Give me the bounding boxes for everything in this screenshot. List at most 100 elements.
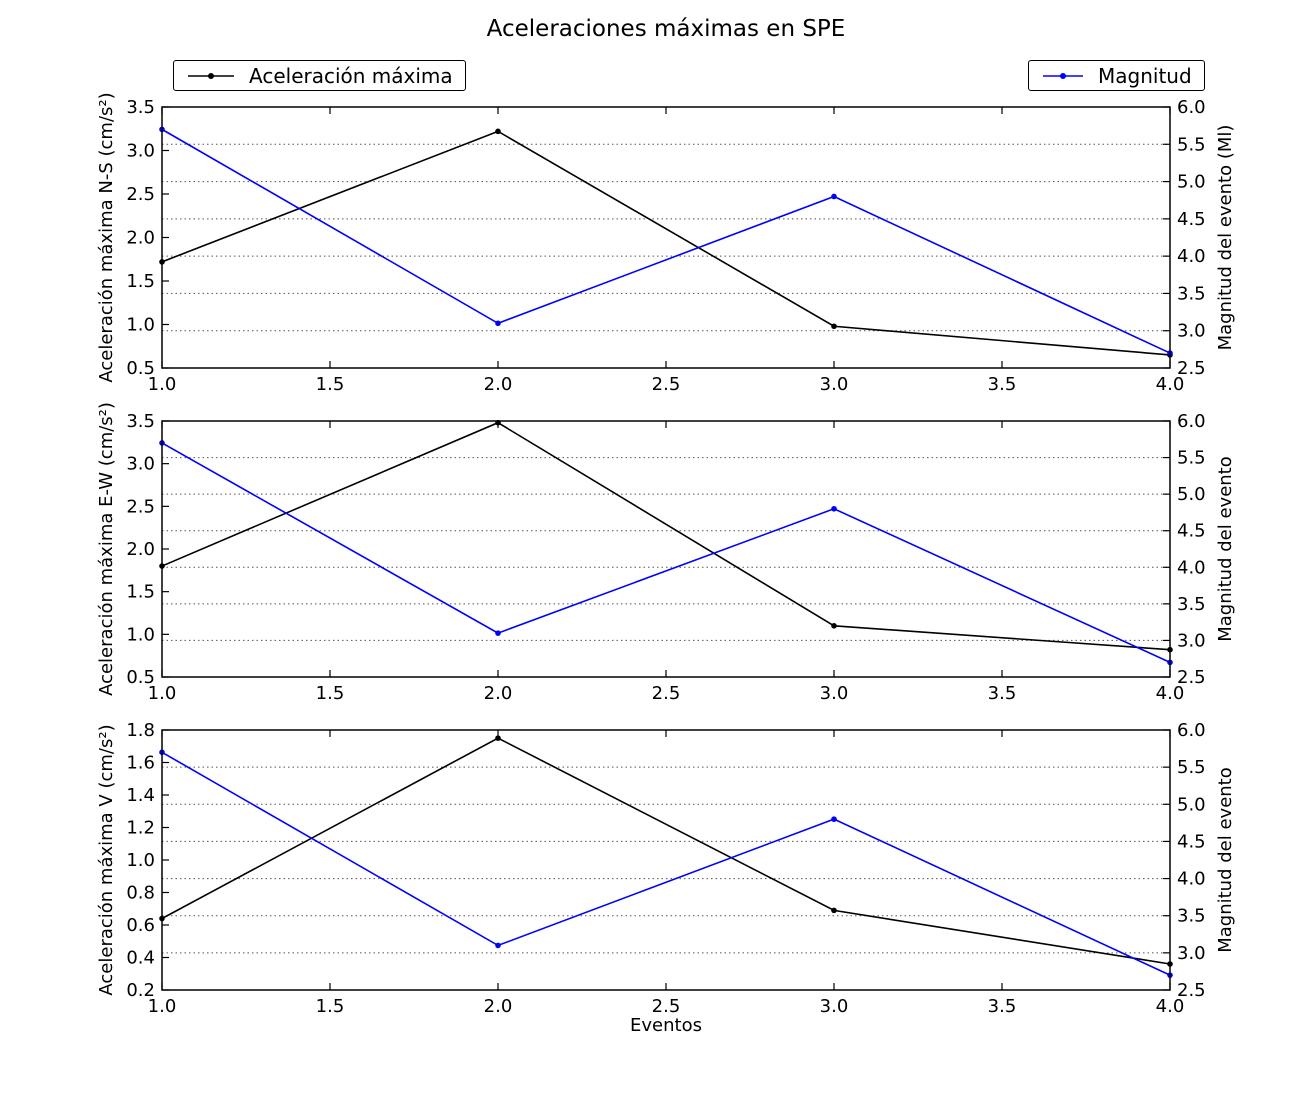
y-axis-label-right: Magnitud del evento (Ml) — [1215, 125, 1236, 351]
x-tick-label: 1.0 — [148, 996, 177, 1017]
x-tick-label: 3.5 — [988, 996, 1017, 1017]
magnitude-marker — [495, 320, 501, 327]
y-tick-label-right: 2.5 — [1177, 358, 1206, 379]
y-tick-label-right: 6.0 — [1177, 411, 1206, 432]
x-tick-label: 3.0 — [820, 374, 849, 395]
y-tick-label-right: 6.0 — [1177, 720, 1206, 741]
magnitude-line — [161, 128, 1171, 354]
y-tick-label-right: 5.0 — [1177, 172, 1206, 193]
x-tick-label: 2.0 — [484, 996, 513, 1017]
magnitude-marker — [831, 816, 837, 822]
y-axis-label-left: Aceleración máxima N-S (cm/s²) — [96, 92, 117, 382]
plot-frame — [161, 106, 1171, 369]
y-tick-label-left: 1.4 — [126, 785, 155, 806]
subplot-v: 1.0 1.5 2.0 2.5 3.0 3.5 4.0 0.2 0.4 0.6 0.8 1.0 1.2 1… — [96, 720, 1236, 1017]
y-tick-label-left: 0.8 — [126, 883, 155, 904]
y-tick-label-right: 4.0 — [1177, 246, 1206, 267]
chart-title: Aceleraciones máximas en SPE — [486, 16, 846, 42]
y-tick-label-left: 0.6 — [126, 915, 155, 936]
y-tick-label-left: 1.5 — [126, 271, 155, 292]
y-tick-label-right: 5.0 — [1177, 794, 1206, 815]
y-tick-label-right: 3.5 — [1177, 283, 1206, 304]
magnitude-marker — [495, 942, 501, 949]
acceleration-marker — [831, 907, 837, 914]
legend-magnitude-sample — [1043, 72, 1083, 79]
acceleration-line — [161, 130, 1171, 356]
y-tick-label-left: 1.0 — [126, 315, 155, 336]
x-tick-label: 3.5 — [988, 374, 1017, 395]
y-tick-label-right: 3.0 — [1177, 943, 1206, 964]
y-tick-label-left: 1.6 — [126, 753, 155, 774]
y-tick-label-right: 4.0 — [1177, 557, 1206, 578]
legend-magnitude-label: Magnitud — [1098, 63, 1192, 88]
y-tick-label-left: 2.0 — [126, 228, 155, 249]
y-tick-label-left: 1.2 — [126, 818, 155, 839]
y-tick-label-left: 1.8 — [126, 720, 155, 741]
y-tick-label-left: 2.5 — [126, 184, 155, 205]
magnitude-line — [161, 751, 1171, 976]
y-tick-label-left: 3.0 — [126, 141, 155, 162]
magnitude-marker — [495, 630, 501, 636]
y-tick-label-left: 1.0 — [126, 850, 155, 871]
y-tick-label-right: 4.5 — [1177, 831, 1206, 852]
x-tick-label: 4.0 — [1156, 374, 1185, 395]
x-tick-label: 1.5 — [316, 996, 345, 1017]
subplot-ew: 1.0 1.5 2.0 2.5 3.0 3.5 4.00.51.01.52.02.53.03… — [96, 402, 1236, 704]
x-tick-label: 3.0 — [820, 996, 849, 1017]
y-tick-label-left: 0.5 — [126, 358, 155, 379]
y-axis-label-left: Aceleración máxima E-W (cm/s²) — [96, 402, 117, 696]
y-tick-label-right: 2.5 — [1177, 980, 1206, 1001]
x-tick-label: 2.0 — [484, 374, 513, 395]
y-axis-label-right: Magnitud del evento — [1215, 767, 1236, 953]
y-tick-label-right: 3.5 — [1177, 594, 1206, 615]
subplot-ns: 1.0 1.5 2.0 2.5 3.0 3.5 4.00.51.01.52.02.53.03… — [96, 92, 1236, 395]
x-tick-label: 2.5 — [652, 683, 681, 704]
y-tick-label-right: 2.5 — [1177, 667, 1206, 688]
plot-frame — [161, 729, 1171, 991]
x-axis-label: Eventos — [630, 1015, 702, 1036]
y-tick-label-left: 3.0 — [126, 454, 155, 475]
y-tick-label-left: 3.5 — [126, 411, 155, 432]
legend-magnitude: Magnitud — [1028, 60, 1205, 91]
legend-acceleration-label: Aceleración máxima — [249, 63, 453, 88]
y-axis-label-left: Aceleración máxima V (cm/s²) — [96, 724, 117, 995]
x-tick-label: 4.0 — [1156, 683, 1185, 704]
y-tick-label-left: 2.5 — [126, 496, 155, 517]
y-tick-label-left: 0.2 — [126, 980, 155, 1001]
y-tick-label-left: 0.5 — [126, 667, 155, 688]
x-tick-label: 3.0 — [820, 683, 849, 704]
y-tick-label-left: 1.5 — [126, 582, 155, 603]
y-axis-label-right: Magnitud del evento — [1215, 456, 1236, 642]
magnitude-line — [161, 442, 1171, 664]
acceleration-marker — [831, 623, 837, 629]
x-tick-label: 1.0 — [148, 683, 177, 704]
y-tick-label-right: 4.0 — [1177, 869, 1206, 890]
x-tick-label: 1.5 — [316, 374, 345, 395]
acceleration-marker — [495, 735, 501, 741]
magnitude-marker — [831, 505, 837, 512]
y-tick-label-right: 5.5 — [1177, 757, 1206, 778]
y-tick-label-right: 4.5 — [1177, 521, 1206, 542]
acceleration-marker — [831, 323, 837, 330]
y-tick-label-right: 5.5 — [1177, 448, 1206, 469]
y-tick-label-right: 6.0 — [1177, 97, 1206, 118]
magnitude-marker — [831, 193, 837, 200]
acceleration-line — [161, 421, 1171, 651]
y-tick-label-right: 5.0 — [1177, 484, 1206, 505]
y-tick-label-right: 3.0 — [1177, 321, 1206, 342]
y-tick-label-right: 4.5 — [1177, 209, 1206, 230]
legend-acceleration-sample — [188, 72, 234, 79]
y-tick-label-left: 3.5 — [126, 97, 155, 118]
x-tick-label: 4.0 — [1156, 996, 1185, 1017]
y-tick-label-left: 0.4 — [126, 948, 155, 969]
y-tick-label-right: 5.5 — [1177, 134, 1206, 155]
legend-acceleration: Aceleración máxima — [173, 60, 466, 91]
x-tick-label: 2.0 — [484, 683, 513, 704]
y-tick-label-right: 3.5 — [1177, 906, 1206, 927]
y-tick-label-left: 1.0 — [126, 624, 155, 645]
x-tick-label: 2.5 — [652, 996, 681, 1017]
x-tick-label: 1.0 — [148, 374, 177, 395]
x-tick-label: 3.5 — [988, 683, 1017, 704]
